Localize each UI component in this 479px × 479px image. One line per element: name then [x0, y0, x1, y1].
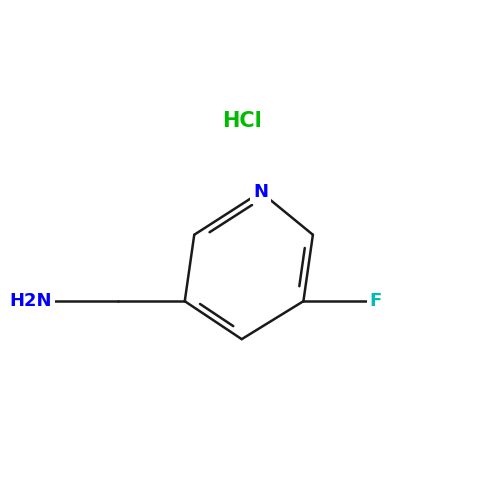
Text: F: F: [370, 292, 382, 310]
Text: H2N: H2N: [10, 292, 52, 310]
Text: N: N: [253, 183, 268, 201]
Text: HCl: HCl: [222, 111, 262, 131]
